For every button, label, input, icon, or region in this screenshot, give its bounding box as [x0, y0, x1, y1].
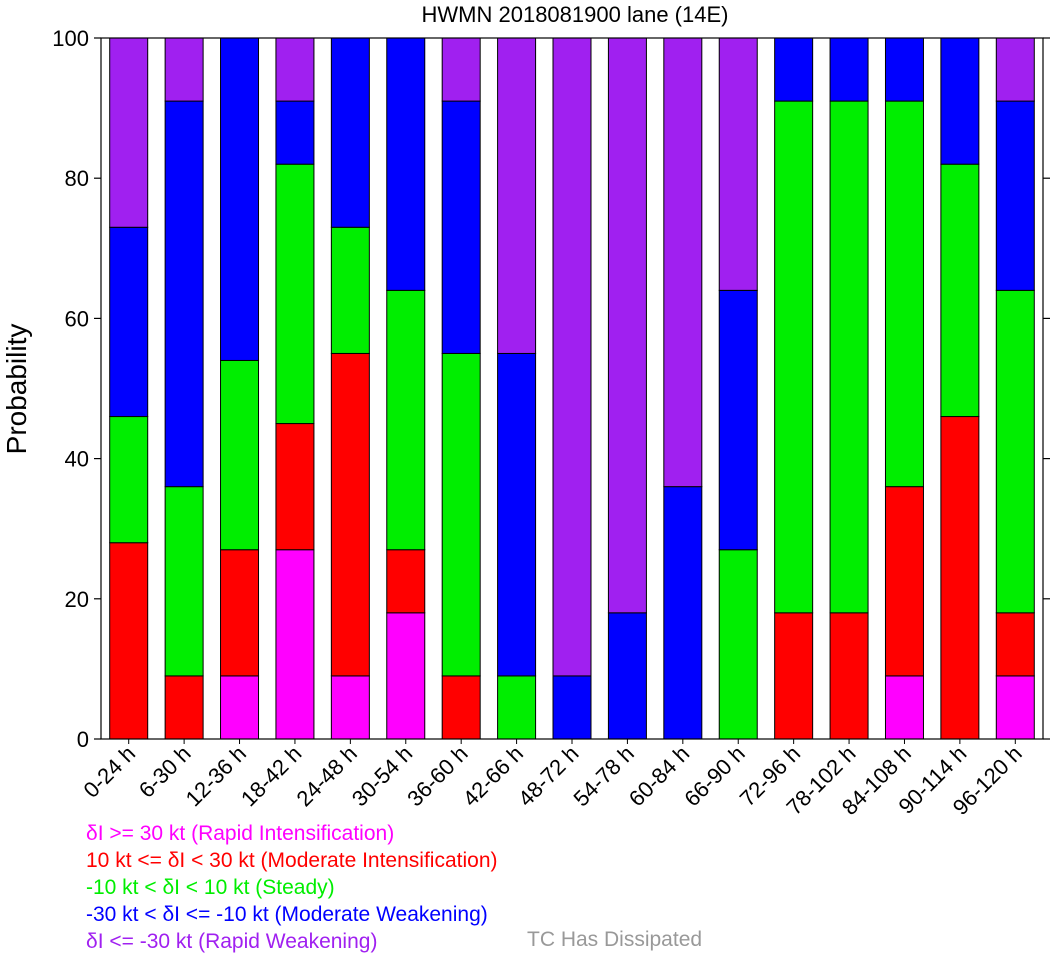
bar-rapid-intensification-12-36h [220, 675, 260, 740]
legend-entry-steady: -10 kt < δI < 10 kt (Steady) [86, 876, 335, 899]
bar-moderate-weakening-72-96h [774, 37, 814, 102]
bar-rapid-intensification-96-120h [995, 675, 1035, 740]
x-tick-label: 12-36 h [181, 741, 251, 811]
bar-rapid-weakening-66-90h [718, 37, 758, 291]
y-tick-label: 40 [65, 447, 89, 472]
bar-moderate-weakening-48-72h [552, 675, 592, 740]
bar-moderate-intensification-90-114h [940, 416, 980, 740]
bars-group [109, 37, 1035, 740]
bar-moderate-weakening-36-60h [441, 100, 481, 354]
bar-steady-84-108h [884, 100, 924, 488]
bar-moderate-intensification-30-54h [386, 549, 426, 614]
bar-moderate-weakening-54-78h [607, 612, 647, 740]
bar-steady-66-90h [718, 549, 758, 740]
bar-steady-96-120h [995, 289, 1035, 614]
bar-moderate-intensification-96-120h [995, 612, 1035, 677]
y-tick-label: 0 [77, 727, 89, 752]
bar-moderate-weakening-24-48h [330, 37, 370, 228]
bar-steady-18-42h [275, 163, 315, 425]
bar-steady-78-102h [829, 100, 869, 614]
bar-moderate-intensification-24-48h [330, 352, 370, 677]
bar-steady-12-36h [220, 359, 260, 551]
bar-moderate-weakening-42-66h [497, 352, 537, 677]
bar-moderate-weakening-6-30h [164, 100, 204, 488]
bar-rapid-weakening-54-78h [607, 37, 647, 614]
legend-entry-rapid-weakening: δI <= -30 kt (Rapid Weakening) [86, 930, 378, 953]
bar-rapid-intensification-18-42h [275, 549, 315, 740]
bar-moderate-weakening-96-120h [995, 100, 1035, 291]
bar-moderate-weakening-60-84h [663, 486, 703, 740]
dissipated-label: TC Has Dissipated [527, 928, 703, 951]
bar-moderate-intensification-0-24h [109, 542, 149, 740]
legend-entry-rapid-intensification: δI >= 30 kt (Rapid Intensification) [86, 822, 395, 845]
bar-steady-6-30h [164, 486, 204, 677]
bar-moderate-weakening-0-24h [109, 226, 149, 418]
y-tick-label: 80 [65, 166, 89, 191]
x-tick-label: 54-78 h [569, 741, 639, 811]
bar-rapid-intensification-24-48h [330, 675, 370, 740]
bar-moderate-intensification-72-96h [774, 612, 814, 740]
bar-steady-30-54h [386, 289, 426, 551]
stacked-bar-chart: HWMN 2018081900 lane (14E) Probability 0… [1, 2, 1050, 820]
bar-rapid-intensification-84-108h [884, 675, 924, 740]
bar-moderate-weakening-84-108h [884, 37, 924, 102]
bar-rapid-weakening-96-120h [995, 37, 1035, 102]
x-tick-label: 42-66 h [458, 741, 528, 811]
y-tick-label: 20 [65, 587, 89, 612]
legend: δI >= 30 kt (Rapid Intensification) 10 k… [86, 820, 498, 955]
bar-steady-0-24h [109, 416, 149, 544]
legend-entry-moderate-intensification: 10 kt <= δI < 30 kt (Moderate Intensific… [86, 849, 498, 872]
bar-moderate-weakening-30-54h [386, 37, 426, 291]
bar-moderate-intensification-18-42h [275, 423, 315, 551]
x-tick-label: 36-60 h [402, 741, 472, 811]
bar-moderate-weakening-18-42h [275, 100, 315, 165]
x-tick-label: 60-84 h [624, 741, 694, 811]
x-tick-label: 24-48 h [291, 741, 361, 811]
bar-rapid-weakening-0-24h [109, 37, 149, 228]
bar-moderate-intensification-36-60h [441, 675, 481, 740]
y-axis-label: Probability [1, 324, 32, 455]
bar-steady-24-48h [330, 226, 370, 354]
x-tick-label: 30-54 h [347, 741, 417, 811]
bar-steady-90-114h [940, 163, 980, 418]
bar-moderate-weakening-12-36h [220, 37, 260, 361]
y-tick-label: 100 [52, 26, 89, 51]
bar-rapid-intensification-30-54h [386, 612, 426, 740]
x-tick-label: 66-90 h [679, 741, 749, 811]
bar-rapid-weakening-36-60h [441, 37, 481, 102]
bar-rapid-weakening-18-42h [275, 37, 315, 102]
chart-title: HWMN 2018081900 lane (14E) [422, 2, 729, 27]
bar-steady-42-66h [497, 675, 537, 740]
bar-rapid-weakening-6-30h [164, 37, 204, 102]
bar-rapid-weakening-42-66h [497, 37, 537, 354]
bar-moderate-intensification-6-30h [164, 675, 204, 740]
plot-frame [100, 37, 1044, 740]
x-tick-label: 48-72 h [513, 741, 583, 811]
bar-moderate-weakening-66-90h [718, 289, 758, 551]
legend-entry-moderate-weakening: -30 kt < δI <= -10 kt (Moderate Weakenin… [86, 903, 488, 926]
bar-rapid-weakening-48-72h [552, 37, 592, 677]
bar-moderate-intensification-84-108h [884, 486, 924, 677]
bar-steady-36-60h [441, 352, 481, 677]
bar-rapid-weakening-60-84h [663, 37, 703, 488]
bar-moderate-weakening-90-114h [940, 37, 980, 165]
bar-steady-72-96h [774, 100, 814, 614]
x-tick-label: 18-42 h [236, 741, 306, 811]
bar-moderate-intensification-12-36h [220, 549, 260, 677]
bar-moderate-intensification-78-102h [829, 612, 869, 740]
y-tick-label: 60 [65, 306, 89, 331]
bar-moderate-weakening-78-102h [829, 37, 869, 102]
